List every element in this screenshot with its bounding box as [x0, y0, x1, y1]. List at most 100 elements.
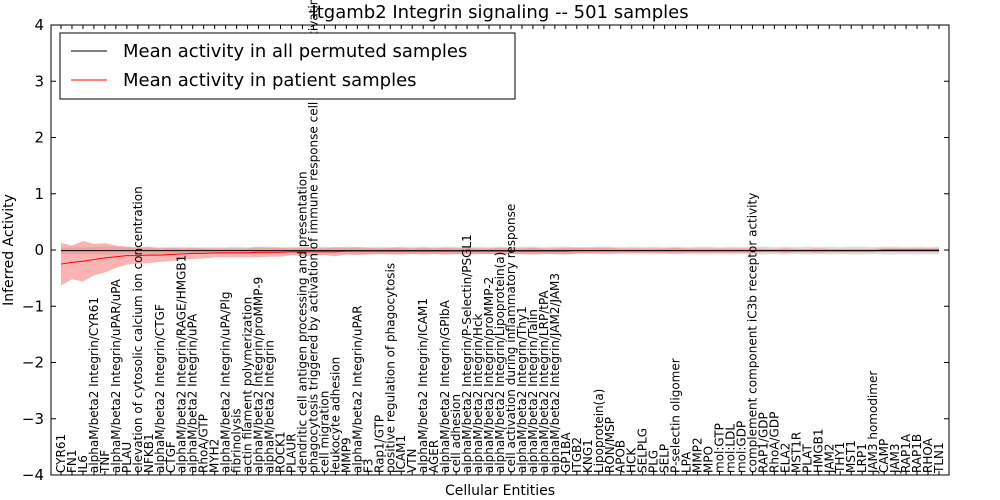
x-axis-label: Cellular Entities: [445, 483, 555, 499]
x-tick-label: dendritic cell antigen processing and pr…: [295, 171, 309, 473]
x-tick-label: alphaM/beta2 Integrin/RAGE/HMGB1: [175, 255, 189, 473]
y-tick-label: 4: [34, 16, 44, 34]
x-tick-label: RAP1B: [910, 434, 924, 473]
x-tick-label: alphaM/beta2 Integrin/uPA/Plg: [219, 292, 233, 473]
x-tick-label: alphaM/beta2 Integrin/Hck: [471, 313, 485, 473]
x-tick-label: ELA2: [778, 443, 792, 473]
x-tick-label: TNF: [98, 450, 112, 474]
x-tick-label: mol:GTP: [713, 423, 727, 473]
x-tick-label: JAM3 homodimer: [866, 371, 880, 474]
y-tick-label: 3: [34, 72, 44, 90]
x-tick-label: alphaM/beta2 Integrin/Lipoprotein(a): [493, 252, 507, 473]
x-tick-label: HMGB1: [811, 428, 825, 473]
x-tick-label: MPO: [702, 446, 716, 473]
x-tick-label: GP1BA: [559, 432, 573, 473]
series-lines: [60, 249, 939, 265]
x-tick-label: alphaM/beta2 Integrin/ICAM1: [416, 298, 430, 473]
x-tick-label: JAM3: [888, 443, 902, 474]
x-tick-label: SELPLG: [636, 428, 650, 473]
x-tick-label: alphaM/beta2 Integrin/P-Selectin/PSGL1: [460, 234, 474, 473]
x-tick-label: alphaM/beta2 Integrin/CYR61: [87, 297, 101, 473]
x-tick-label: RhoA/GDP: [767, 412, 781, 473]
x-tick-label: FN1: [65, 449, 79, 473]
y-tick-label: 2: [34, 129, 44, 147]
x-tick-label: cell adhesion: [449, 394, 463, 473]
x-tick-label: MMP9: [339, 437, 353, 473]
x-tick-label: P-selectin oligomer: [669, 358, 683, 473]
x-tick-label: phagocytosis triggered by activation of …: [306, 0, 320, 473]
x-tick-label: CYR61: [54, 434, 68, 473]
y-axis: −4 −3 −2 −1 0 1 2 3 4: [22, 16, 949, 484]
x-tick-label: PLAU: [120, 442, 134, 473]
x-tick-label: MYH2: [208, 439, 222, 473]
x-tick-label: alphaM/beta2 Integrin/Talin: [526, 309, 540, 473]
legend: Mean activity in all permuted samples Mea…: [59, 32, 516, 100]
x-tick-label: ROCK1: [274, 431, 288, 473]
x-tick-label: PLG: [647, 450, 661, 473]
x-tick-label: RAP1A: [899, 433, 913, 473]
x-tick-label: elevation of cytosolic calcium ion conce…: [131, 186, 145, 473]
x-tick-label: RHOA: [921, 437, 935, 473]
x-tick-label: SELP: [658, 444, 672, 473]
x-tick-label: alphaM/beta2 Integrin/GPIbA: [438, 299, 452, 473]
x-tick-label: MMP2: [691, 437, 705, 473]
legend-label-1: Mean activity in all permuted samples: [123, 41, 467, 62]
x-tick-label: RON/MSP: [603, 417, 617, 473]
y-axis-label: Inferred Activity: [1, 194, 17, 306]
legend-label-2: Mean activity in patient samples: [123, 70, 417, 91]
x-tick-label: Rap1/GTP: [372, 415, 386, 473]
x-tick-label: PLAT: [800, 444, 814, 473]
x-tick-label: alphaM/beta2 Integrin/LRP/tPA: [537, 290, 551, 473]
x-tick-label: alphaM/beta2 Integrin/JAM2/JAM3: [548, 273, 562, 473]
x-tick-label: mol:GDP: [734, 421, 748, 473]
x-tick-label: PLAUR: [284, 433, 298, 473]
y-tick-label: −3: [22, 410, 44, 428]
x-tick-label: JAM2: [822, 443, 836, 474]
x-tick-label: TLN1: [932, 442, 946, 474]
x-tick-label: actin filament polymerization: [241, 297, 255, 473]
x-tick-label: VTN: [405, 448, 419, 473]
x-tick-label: CTGF: [164, 441, 178, 473]
x-tick-label: alphaM/beta2 Integrin/uPA: [186, 313, 200, 473]
y-tick-label: −2: [22, 354, 44, 372]
y-tick-label: 1: [34, 185, 44, 203]
x-tick-label: IL6: [76, 455, 90, 473]
x-tick-label: THY1: [833, 442, 847, 474]
x-tick-label: alphaM/beta2 Integrin/Thy1: [515, 306, 529, 473]
x-tick-label: leukocyte adhesion: [328, 357, 342, 473]
y-tick-label: 0: [34, 241, 44, 259]
x-tick-label: ITGB2: [570, 437, 584, 473]
x-tick-label: KNG1: [581, 439, 595, 473]
x-tick-label: NFKB1: [142, 433, 156, 473]
x-tick-label: CAMP: [877, 439, 891, 473]
x-tick-label: MST1: [844, 440, 858, 473]
x-tick-label: fibrinolysis: [230, 408, 244, 473]
x-tick-label: APOB: [614, 440, 628, 473]
x-tick-label: LRP1: [855, 443, 869, 473]
x-tick-label: cell activation during inflammatory resp…: [504, 204, 518, 473]
x-tick-label: LPA: [680, 451, 694, 473]
x-tick-label: MST1R: [789, 432, 803, 473]
x-tick-label: alphaM/beta2 Integrin: [263, 340, 277, 473]
x-tick-label: alphaM/beta2 Integrin/uPAR/uPA: [109, 278, 123, 473]
x-tick-label: mol:LDL: [723, 424, 737, 473]
x-tick-label: Lipoprotein(a): [592, 389, 606, 473]
chart-title: Itgamb2 Integrin signaling -- 501 sample…: [311, 2, 688, 23]
x-tick-label: complement component iC3b receptor activ…: [745, 193, 759, 473]
x-tick-label: F3: [361, 458, 375, 473]
x-tick-label: cell migration: [317, 391, 331, 473]
y-tick-label: −4: [22, 466, 44, 484]
x-tick-label: alphaM/beta2 Integrin/uPAR: [350, 305, 364, 473]
x-tick-label: AGER: [427, 440, 441, 473]
x-tick-label: alphaM/beta2 Integrin/proMMP-2: [482, 277, 496, 473]
x-tick-label: positive regulation of phagocytosis: [383, 263, 397, 473]
x-tick-label: HCK: [625, 447, 639, 473]
x-tick-label: RAP1/GDP: [756, 412, 770, 473]
x-tick-label: alphaM/beta2 Integrin/proMMP-9: [252, 277, 266, 473]
y-tick-label: −1: [22, 297, 44, 315]
legend-box: [59, 32, 516, 100]
x-tick-label: ICAM1: [394, 435, 408, 473]
x-tick-label: alphaM/beta2 Integrin/CTGF: [153, 304, 167, 473]
